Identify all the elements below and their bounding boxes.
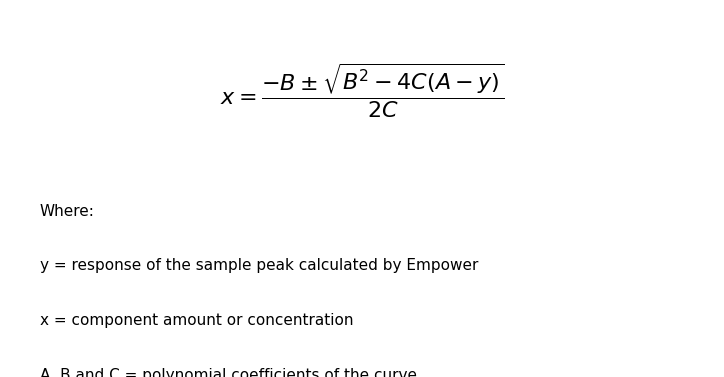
Text: x = component amount or concentration: x = component amount or concentration <box>40 313 353 328</box>
Text: y = response of the sample peak calculated by Empower: y = response of the sample peak calculat… <box>40 258 478 273</box>
Text: $x = \dfrac{-B \pm \sqrt{B^2 - 4C(A-y)}}{2C}$: $x = \dfrac{-B \pm \sqrt{B^2 - 4C(A-y)}}… <box>220 61 504 120</box>
Text: Where:: Where: <box>40 204 95 219</box>
Text: A, B and C = polynomial coefficients of the curve: A, B and C = polynomial coefficients of … <box>40 368 417 377</box>
